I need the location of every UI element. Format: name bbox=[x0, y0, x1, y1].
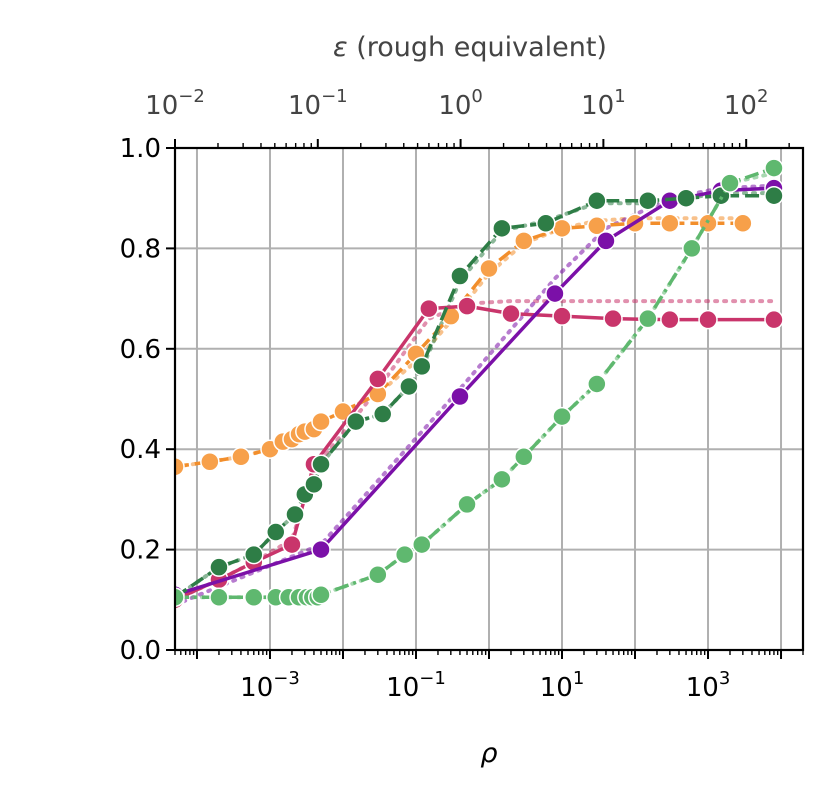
top-x-tick-label: 101 bbox=[581, 86, 626, 121]
data-point bbox=[231, 446, 251, 467]
x-tick-label: 101 bbox=[540, 668, 585, 703]
series-line-3 bbox=[175, 193, 774, 599]
x-tick-label: 103 bbox=[686, 668, 731, 703]
series-line-0 bbox=[175, 221, 743, 469]
y-tick-label: 0.8 bbox=[120, 234, 161, 264]
data-point bbox=[311, 585, 331, 605]
data-point bbox=[545, 283, 565, 304]
data-point bbox=[285, 504, 305, 525]
data-point bbox=[346, 411, 366, 432]
top-x-tick-label: 10−2 bbox=[145, 86, 205, 121]
data-point bbox=[372, 404, 393, 424]
data-point bbox=[457, 296, 477, 316]
series-4 bbox=[175, 158, 784, 608]
top-x-tick-label: 100 bbox=[438, 86, 483, 121]
data-point bbox=[282, 534, 302, 555]
data-point bbox=[514, 446, 534, 467]
data-point bbox=[175, 457, 185, 477]
data-point bbox=[266, 522, 286, 542]
y-tick-label: 1.0 bbox=[120, 134, 161, 164]
data-point bbox=[450, 386, 470, 407]
data-point bbox=[200, 452, 220, 472]
x-tick-label: 10−3 bbox=[240, 668, 300, 703]
data-point bbox=[603, 308, 623, 329]
data-point bbox=[209, 587, 229, 608]
data-point bbox=[412, 534, 432, 555]
data-point bbox=[368, 564, 388, 585]
top-x-axis-symbol: ε bbox=[333, 32, 348, 63]
data-point bbox=[638, 308, 658, 329]
data-point bbox=[698, 309, 718, 330]
top-x-axis-text: (rough equivalent) bbox=[348, 32, 607, 63]
data-point bbox=[244, 587, 264, 608]
data-point bbox=[457, 494, 477, 515]
data-point bbox=[682, 238, 702, 259]
y-tick-label: 0.6 bbox=[120, 335, 161, 365]
data-point bbox=[311, 454, 331, 475]
data-point bbox=[587, 216, 607, 236]
data-point bbox=[501, 303, 521, 324]
data-point bbox=[412, 356, 432, 377]
data-point bbox=[419, 298, 439, 319]
data-point bbox=[660, 309, 680, 330]
data-point bbox=[492, 218, 512, 239]
data-point bbox=[596, 231, 616, 251]
axes: 0.0 0.2 0.4 0.6 0.8 1.0 10−3 10−1 101 103 10−2 10−1… bbox=[120, 86, 805, 703]
data-point bbox=[552, 406, 572, 427]
series-0 bbox=[175, 213, 753, 477]
top-x-axis-label: ε (rough equivalent) bbox=[333, 32, 607, 63]
data-point bbox=[764, 309, 784, 330]
data-point bbox=[552, 218, 572, 239]
data-point bbox=[311, 411, 331, 432]
top-x-tick-label: 102 bbox=[724, 86, 769, 121]
data-point bbox=[764, 158, 784, 178]
data-point bbox=[209, 557, 229, 577]
data-point bbox=[552, 306, 572, 326]
y-tick-label: 0.4 bbox=[120, 435, 161, 465]
data-point bbox=[514, 231, 534, 251]
data-point bbox=[764, 185, 784, 206]
x-axis-label: ρ bbox=[480, 738, 497, 769]
reference-line-2 bbox=[175, 183, 776, 607]
data-point bbox=[536, 213, 556, 234]
data-point bbox=[638, 190, 658, 211]
reference-line-4 bbox=[175, 171, 776, 600]
data-point bbox=[676, 188, 696, 208]
series-line-4 bbox=[175, 166, 775, 600]
x-tick-label: 10−1 bbox=[386, 668, 446, 703]
data-point bbox=[733, 213, 753, 234]
data-point bbox=[660, 213, 680, 234]
top-x-tick-label: 10−1 bbox=[288, 86, 348, 121]
data-point bbox=[368, 369, 388, 389]
reference-lines bbox=[175, 171, 776, 607]
data-point bbox=[720, 173, 740, 193]
data-point bbox=[450, 266, 470, 286]
reference-line-0 bbox=[175, 216, 745, 469]
data-point bbox=[175, 587, 185, 608]
data-point bbox=[587, 190, 607, 211]
data-point bbox=[587, 374, 607, 394]
series-3 bbox=[175, 185, 784, 608]
data-point bbox=[399, 376, 419, 397]
data-point bbox=[479, 258, 499, 279]
y-tick-label: 0.0 bbox=[120, 636, 161, 666]
data-point bbox=[311, 539, 331, 560]
data-point bbox=[304, 474, 324, 495]
data-point bbox=[492, 469, 512, 490]
y-tick-label: 0.2 bbox=[120, 536, 161, 566]
series-group bbox=[175, 158, 784, 610]
data-point bbox=[394, 544, 415, 565]
data-point bbox=[244, 544, 264, 565]
